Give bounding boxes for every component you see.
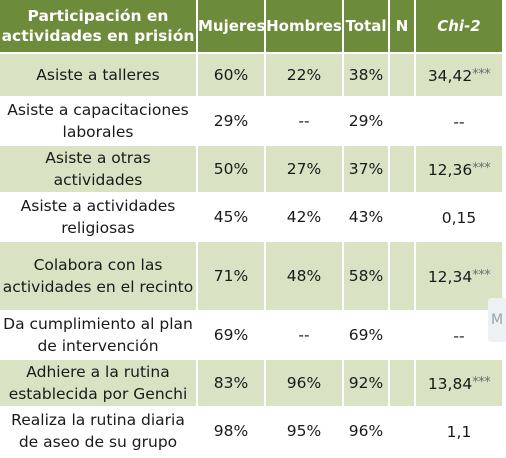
cell-mujeres: 71% (198, 242, 266, 312)
cell-hombres: 96% (266, 360, 344, 408)
header-n: N (390, 0, 416, 54)
cell-total: 58% (344, 242, 390, 312)
cell-hombres: 42% (266, 194, 344, 242)
table-row: Adhiere a la rutina establecida por Genc… (0, 360, 504, 408)
cell-n (390, 242, 416, 312)
cell-mujeres: 69% (198, 312, 266, 360)
header-mujeres: Mujeres (198, 0, 266, 54)
row-label: Asiste a capacitaciones laborales (0, 98, 198, 146)
header-participacion: Participación en actividades en prisión (0, 0, 198, 54)
chi2-value: 12,36 (427, 160, 473, 179)
significance-mark: *** (472, 66, 491, 82)
cell-chi2: 34,42*** (416, 54, 504, 98)
table-row: Colabora con las actividades en el recin… (0, 242, 504, 312)
cell-mujeres: 60% (198, 54, 266, 98)
cell-mujeres: 50% (198, 146, 266, 194)
cell-hombres: 48% (266, 242, 344, 312)
cell-chi2: 13,84*** (416, 360, 504, 408)
row-label: Asiste a actividades religiosas (0, 194, 198, 242)
cell-total: 43% (344, 194, 390, 242)
cell-hombres: 27% (266, 146, 344, 194)
cell-chi2: 12,36*** (416, 146, 504, 194)
cell-total: 69% (344, 312, 390, 360)
row-label: Realiza la rutina diaria de aseo de su g… (0, 408, 198, 456)
cell-n (390, 146, 416, 194)
row-label: Asiste a otras actividades (0, 146, 198, 194)
chi2-value: 13,84 (427, 374, 473, 393)
cell-mujeres: 83% (198, 360, 266, 408)
cell-n (390, 194, 416, 242)
cell-total: 96% (344, 408, 390, 456)
chi2-value: -- (453, 112, 465, 131)
cell-total: 37% (344, 146, 390, 194)
cell-chi2: 1,1 (416, 408, 504, 456)
header-chi2: Chi-2 (416, 0, 504, 54)
cell-total: 92% (344, 360, 390, 408)
table-row: Asiste a otras actividades 50% 27% 37% 1… (0, 146, 504, 194)
cell-total: 38% (344, 54, 390, 98)
cell-hombres: -- (266, 98, 344, 146)
header-hombres: Hombres (266, 0, 344, 54)
cell-hombres: -- (266, 312, 344, 360)
cell-chi2: 0,15 (416, 194, 504, 242)
chi2-value: 1,1 (446, 422, 472, 441)
significance-mark: *** (472, 160, 491, 176)
row-label: Da cumplimiento al plan de intervención (0, 312, 198, 360)
cell-mujeres: 29% (198, 98, 266, 146)
chi2-value: 34,42 (427, 66, 473, 85)
table-row: Da cumplimiento al plan de intervención … (0, 312, 504, 360)
row-label: Adhiere a la rutina establecida por Genc… (0, 360, 198, 408)
page-edge-tab: M (488, 298, 506, 342)
chi2-value: 0,15 (441, 208, 477, 227)
cell-mujeres: 98% (198, 408, 266, 456)
cell-hombres: 22% (266, 54, 344, 98)
table-row: Asiste a talleres 60% 22% 38% 34,42*** (0, 54, 504, 98)
significance-mark: *** (472, 374, 491, 390)
cell-n (390, 54, 416, 98)
header-total: Total (344, 0, 390, 54)
chi2-value: -- (453, 326, 465, 345)
cell-n (390, 360, 416, 408)
significance-mark: *** (472, 267, 491, 283)
cell-chi2: -- (416, 98, 504, 146)
table-row: Asiste a actividades religiosas 45% 42% … (0, 194, 504, 242)
table-header-row: Participación en actividades en prisión … (0, 0, 504, 54)
table-row: Realiza la rutina diaria de aseo de su g… (0, 408, 504, 456)
cell-mujeres: 45% (198, 194, 266, 242)
cell-n (390, 98, 416, 146)
cell-hombres: 95% (266, 408, 344, 456)
row-label: Asiste a talleres (0, 54, 198, 98)
cell-chi2: 12,34*** (416, 242, 504, 312)
row-label: Colabora con las actividades en el recin… (0, 242, 198, 312)
cell-n (390, 408, 416, 456)
table-row: Asiste a capacitaciones laborales 29% --… (0, 98, 504, 146)
cell-n (390, 312, 416, 360)
cell-total: 29% (344, 98, 390, 146)
chi2-value: 12,34 (427, 267, 473, 286)
